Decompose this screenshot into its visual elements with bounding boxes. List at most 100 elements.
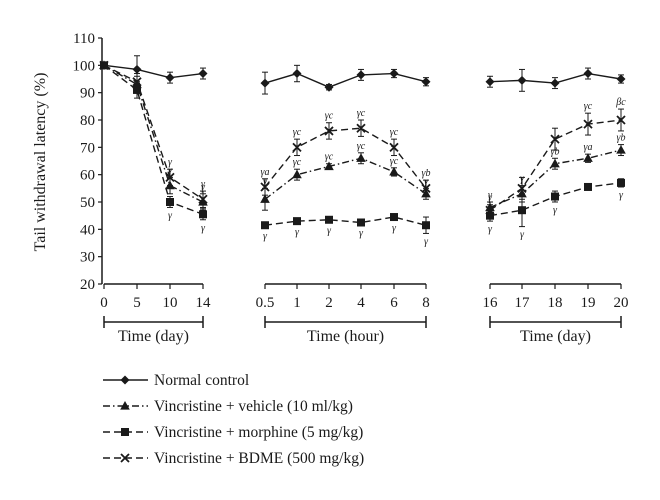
significance-label: γb [422,168,431,179]
data-point [260,182,270,192]
legend-label: Normal control [154,372,249,389]
y-tick-label: 70 [80,140,95,156]
data-point [99,60,109,70]
significance-label: γc [293,127,302,138]
legend-label: Vincristine + BDME (500 mg/kg) [154,450,364,467]
significance-label: γc [390,156,399,167]
significance-label: γ [488,193,493,204]
x-tick-label: 6 [390,295,398,311]
legend-item-3: Vincristine + morphine (5 mg/kg) [103,424,363,441]
x-tick-label: 1 [293,295,301,311]
data-point [583,69,593,79]
series-line [103,64,204,215]
x-tick-label: 2 [325,295,333,311]
y-axis: 20 30 40 50 60 70 80 90 100 110 [73,31,103,293]
data-point [356,70,366,80]
y-tick-label: 110 [73,31,95,47]
data-point [260,78,270,88]
data-point [485,205,495,215]
series-line [264,72,427,88]
significance-label: γ [168,165,173,176]
significance-label: γ [424,236,429,247]
x-axis-title: Time (hour) [307,328,384,345]
data-point [550,134,560,144]
y-tick-label: 60 [80,168,95,184]
data-point [389,166,399,176]
significance-label: γc [325,152,334,163]
data-point [485,77,495,87]
x-tick-label: 5 [133,295,141,311]
series-2: γ γ γb γa γb [485,133,626,214]
legend-label: Vincristine + vehicle (10 ml/kg) [154,398,353,415]
y-tick-label: 100 [73,58,96,74]
data-point [616,115,626,125]
series-2: γγ [99,60,208,211]
x-tick-label: 8 [422,295,430,311]
significance-label: γ [424,176,429,187]
legend-item-2: Vincristine + vehicle (10 ml/kg) [103,398,353,415]
series-4: γa γc γc γc γc γb [260,108,431,198]
y-tick-label: 40 [80,222,95,238]
significance-label: γc [293,157,302,168]
data-point [421,77,431,87]
series-4: γ γc βc [485,97,626,217]
series-3: γ γ γ γ γ γ [261,213,430,247]
data-point [421,183,431,193]
data-point [517,75,527,85]
data-point [324,82,334,92]
series-4: γγ [99,60,208,208]
data-point [324,161,334,171]
series-line [264,216,427,226]
series-line [489,119,622,211]
data-point [325,215,333,224]
x-tick-label: 16 [483,295,499,311]
legend-label: Vincristine + morphine (5 mg/kg) [154,424,363,441]
significance-label: γc [357,141,366,152]
data-point [292,142,302,152]
y-tick-label: 90 [80,86,95,102]
x-axis-title: Time (day) [520,328,591,345]
data-point [550,78,560,88]
series-line [103,64,204,79]
series-1 [99,55,208,84]
significance-label: γ [201,223,206,234]
series-2: γ γc γc γc γc γ [260,141,431,211]
y-tick-label: 30 [80,250,95,266]
significance-label: γ [168,210,173,221]
x-tick-label: 0 [100,295,108,311]
significance-label: γ [520,174,525,185]
data-point [583,119,593,129]
data-point [198,69,208,79]
y-axis-title: Tail withdrawal latency (%) [32,73,49,252]
x-tick-label: 18 [548,295,563,311]
data-point [389,69,399,79]
data-point [260,194,270,203]
data-point [324,126,334,136]
significance-label: γ [619,190,624,201]
data-point [584,182,592,191]
significance-label: γc [357,108,366,119]
data-point [422,221,430,230]
data-point [550,158,560,168]
data-point [199,210,207,219]
significance-label: γ [488,224,493,235]
data-point [356,153,366,162]
series-3: γ γ γ γ [486,178,625,241]
x-tick-label: 20 [614,295,629,311]
data-point [261,221,269,230]
data-point [292,169,302,179]
legend-marker [120,453,130,463]
data-point [165,172,175,183]
significance-label: γ [168,157,173,168]
data-point [132,64,142,74]
series-1 [260,64,431,95]
data-point [132,77,142,87]
significance-label: γ [488,190,493,201]
significance-label: γc [390,127,399,138]
significance-label: γ [359,228,364,239]
